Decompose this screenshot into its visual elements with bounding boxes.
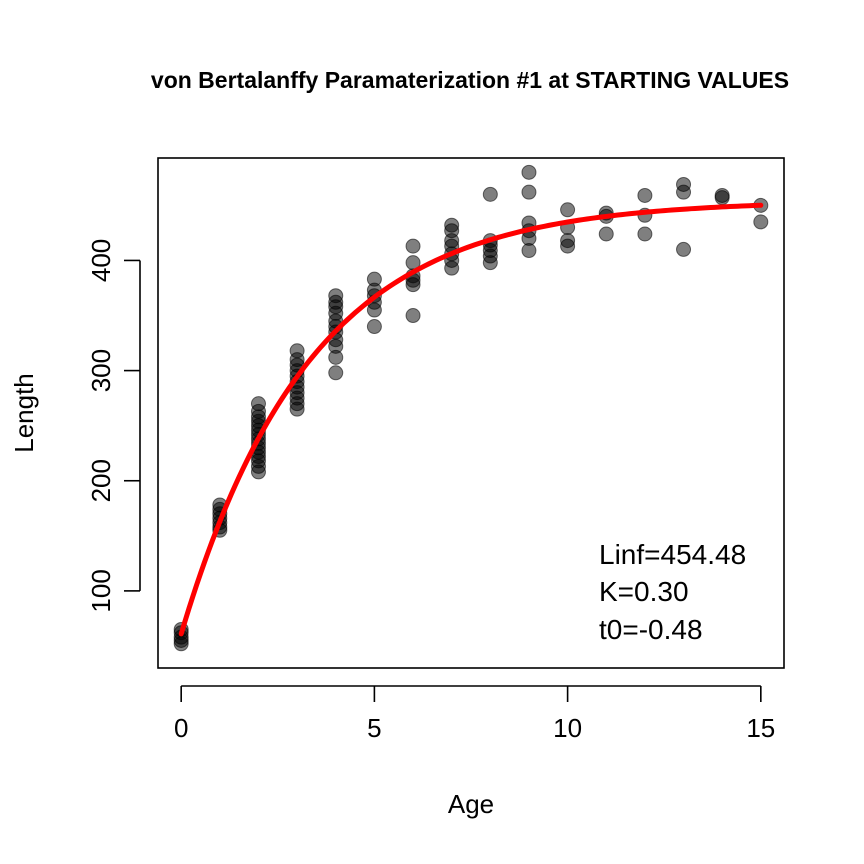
data-point: [328, 288, 344, 304]
y-tick-label: 400: [86, 239, 116, 282]
data-point: [521, 164, 537, 180]
data-point: [482, 186, 498, 202]
data-point: [366, 319, 382, 335]
annotation-t0: t0=-0.48: [599, 614, 703, 645]
y-tick-label: 100: [86, 569, 116, 612]
x-axis: 0 5 10 15: [174, 685, 775, 743]
x-tick-label: 0: [174, 713, 188, 743]
x-axis-label: Age: [448, 789, 494, 819]
data-points: [173, 164, 769, 652]
data-point: [289, 343, 305, 359]
x-tick-label: 5: [367, 713, 381, 743]
data-point: [560, 202, 576, 218]
data-point: [676, 241, 692, 257]
plot-frame: [157, 157, 785, 669]
data-point: [405, 308, 421, 324]
data-point: [250, 396, 266, 412]
data-point: [560, 233, 576, 249]
data-point: [444, 217, 460, 233]
data-point: [366, 271, 382, 287]
annotation-linf: Linf=454.48: [599, 539, 746, 570]
y-tick-label: 200: [86, 459, 116, 502]
data-point: [328, 365, 344, 381]
data-point: [753, 214, 769, 230]
x-tick-label: 15: [746, 713, 775, 743]
y-tick-label: 300: [86, 349, 116, 392]
chart-title: von Bertalanffy Paramaterization #1 at S…: [151, 67, 789, 93]
data-point: [405, 238, 421, 254]
data-point: [637, 187, 653, 203]
fitted-curve: [178, 202, 764, 637]
y-axis: 100 200 300 400: [86, 239, 141, 613]
annotation-k: K=0.30: [599, 576, 689, 607]
y-axis-label: Length: [9, 373, 39, 453]
data-point: [521, 184, 537, 200]
data-point: [676, 176, 692, 192]
data-point: [714, 187, 730, 203]
data-point: [637, 226, 653, 242]
x-tick-label: 10: [553, 713, 582, 743]
data-point: [598, 226, 614, 242]
